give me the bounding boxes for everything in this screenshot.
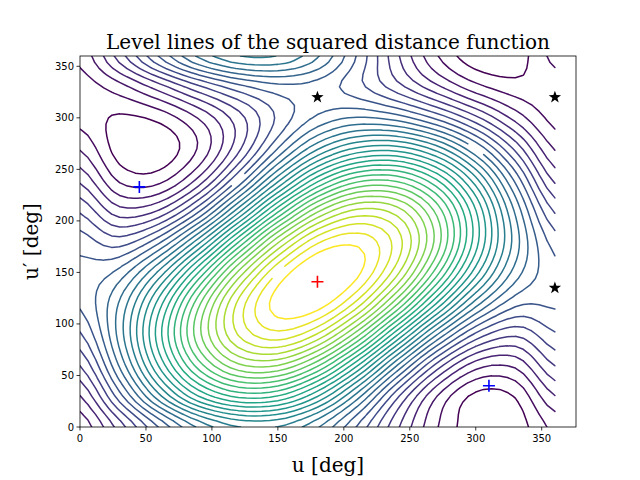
level-line: [130, 56, 505, 427]
x-tick: [409, 427, 410, 431]
x-tick-label: 350: [532, 433, 551, 444]
plus-marker: [133, 181, 145, 193]
level-line: [224, 209, 411, 355]
x-tick: [211, 427, 212, 431]
level-line: [80, 56, 555, 427]
level-line: [116, 56, 520, 427]
y-tick-label: 300: [55, 112, 74, 123]
star-marker: [549, 91, 561, 103]
x-tick: [343, 427, 344, 431]
level-line: [80, 56, 555, 427]
level-line: [96, 56, 539, 427]
chart: 0 50 100 150 200 250 300 350 0 50 100 150 200 250 300 3…: [0, 0, 640, 480]
level-line: [80, 56, 555, 427]
level-line: [233, 216, 402, 348]
y-tick: [77, 427, 81, 428]
level-line: [155, 155, 479, 407]
y-axis-label: u′ [deg]: [19, 203, 43, 280]
x-tick: [475, 427, 476, 431]
x-tick-label: 250: [400, 433, 419, 444]
y-tick: [77, 66, 81, 67]
x-tick-label: 50: [140, 433, 153, 444]
x-axis-label: u [deg]: [292, 453, 364, 477]
level-line: [243, 224, 392, 340]
y-tick: [77, 375, 81, 376]
level-line: [80, 56, 555, 427]
level-line: [208, 196, 427, 367]
level-line: [80, 56, 555, 427]
x-tick-label: 150: [268, 433, 287, 444]
level-line: [187, 180, 448, 383]
level-line: [216, 202, 419, 361]
level-line: [269, 245, 365, 319]
plus-marker: [483, 380, 495, 392]
y-tick-label: 150: [55, 267, 74, 278]
plot-frame: [80, 56, 576, 427]
y-tick-label: 350: [55, 61, 74, 72]
x-tick-label: 0: [77, 433, 83, 444]
level-line: [137, 140, 498, 421]
star-marker: [311, 91, 323, 103]
level-line: [174, 170, 460, 394]
level-line: [107, 56, 528, 427]
x-tick: [80, 427, 81, 431]
y-tick-label: 250: [55, 164, 74, 175]
level-line: [80, 56, 555, 427]
plus-marker: [311, 276, 323, 288]
plot-area: [80, 56, 561, 427]
y-tick: [77, 220, 81, 221]
y-tick: [77, 272, 81, 273]
y-tick-label: 200: [55, 215, 74, 226]
level-line: [162, 160, 473, 403]
level-line: [123, 56, 512, 427]
x-tick-label: 100: [202, 433, 221, 444]
x-tick-label: 200: [334, 433, 353, 444]
star-marker: [549, 281, 561, 293]
x-tick-label: 300: [466, 433, 485, 444]
level-line: [168, 165, 467, 398]
level-line: [181, 175, 455, 389]
y-tick: [77, 323, 81, 324]
x-tick: [541, 427, 542, 431]
level-line: [143, 145, 492, 415]
y-tick-label: 100: [55, 318, 74, 329]
level-line: [201, 191, 434, 373]
y-tick: [77, 169, 81, 170]
y-tick-label: 50: [61, 370, 74, 381]
level-line: [255, 233, 380, 331]
y-tick: [77, 117, 81, 118]
level-line: [80, 56, 555, 427]
y-tick-label: 0: [68, 422, 74, 433]
x-tick: [277, 427, 278, 431]
background: [0, 0, 640, 480]
x-tick: [145, 427, 146, 431]
title: Level lines of the squared distance func…: [106, 30, 550, 54]
level-line: [149, 150, 486, 411]
level-line: [194, 185, 442, 378]
level-line: [80, 56, 555, 427]
